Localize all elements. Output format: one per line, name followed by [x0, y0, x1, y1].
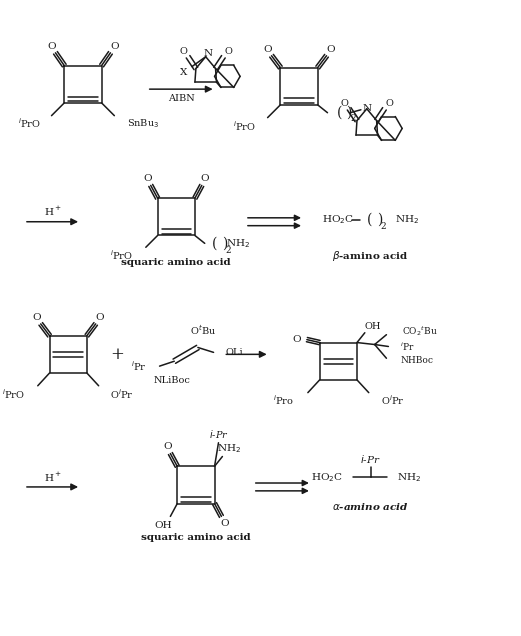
Text: OH: OH: [364, 322, 381, 331]
Text: squaric amino acid: squaric amino acid: [121, 258, 231, 268]
Text: X: X: [180, 68, 188, 77]
Text: H$^+$: H$^+$: [44, 205, 61, 219]
Text: $^i$PrO: $^i$PrO: [18, 116, 41, 130]
Text: O: O: [386, 99, 393, 108]
Text: N: N: [362, 104, 371, 113]
Text: O: O: [263, 45, 272, 54]
Text: O: O: [220, 519, 229, 528]
Text: $i$-Pr: $i$-Pr: [361, 453, 381, 466]
Text: 2: 2: [350, 114, 356, 123]
Text: $^i$Pr: $^i$Pr: [131, 359, 147, 373]
Text: O$^i$Pr: O$^i$Pr: [110, 387, 134, 401]
Text: N: N: [203, 49, 212, 59]
Text: ): ): [346, 106, 352, 120]
Text: O: O: [143, 174, 152, 183]
Text: NLiBoc: NLiBoc: [154, 377, 191, 385]
Text: NH$_2$: NH$_2$: [397, 471, 421, 483]
Text: O: O: [225, 47, 232, 57]
Text: O: O: [32, 314, 41, 322]
Text: OLi: OLi: [226, 348, 243, 357]
Text: +: +: [110, 346, 124, 363]
Text: O: O: [163, 442, 172, 451]
Text: O: O: [110, 43, 119, 52]
Text: (: (: [367, 213, 373, 227]
Text: AIBN: AIBN: [168, 95, 194, 104]
Text: $^i$Pr: $^i$Pr: [400, 340, 415, 353]
Text: CO$_2$$^t$Bu: CO$_2$$^t$Bu: [402, 324, 438, 338]
Text: NHBoc: NHBoc: [400, 356, 433, 364]
Text: $\alpha$-amino acid: $\alpha$-amino acid: [332, 501, 409, 512]
Text: SnBu$_3$: SnBu$_3$: [127, 117, 159, 130]
Text: $^i$PrO: $^i$PrO: [233, 120, 256, 134]
Text: HO$_2$C: HO$_2$C: [312, 471, 343, 483]
Text: $^i$Pro: $^i$Pro: [273, 394, 294, 408]
Text: 2: 2: [381, 222, 386, 231]
Text: $^i$PrO: $^i$PrO: [110, 248, 133, 262]
Text: H$^+$: H$^+$: [44, 471, 61, 483]
Text: O: O: [179, 47, 187, 57]
Text: OH: OH: [155, 521, 172, 530]
Text: O: O: [47, 43, 56, 52]
Text: O: O: [326, 45, 335, 54]
Text: O$^t$Bu: O$^t$Bu: [190, 323, 216, 336]
Text: NH$_2$: NH$_2$: [226, 237, 250, 250]
Text: O: O: [201, 174, 209, 183]
Text: squaric amino acid: squaric amino acid: [141, 532, 251, 541]
Text: (: (: [212, 237, 217, 251]
Text: O: O: [292, 335, 301, 344]
Text: ): ): [222, 237, 227, 251]
Text: 2: 2: [226, 245, 231, 255]
Text: NH$_2$: NH$_2$: [395, 214, 419, 226]
Text: ): ): [377, 213, 382, 227]
Text: O$^i$Pr: O$^i$Pr: [380, 394, 404, 408]
Text: $\beta$-amino acid: $\beta$-amino acid: [332, 249, 409, 263]
Text: $i$-Pr: $i$-Pr: [208, 428, 228, 440]
Text: NH$_2$: NH$_2$: [217, 442, 241, 455]
Text: O: O: [95, 314, 104, 322]
Text: (: (: [337, 106, 342, 120]
Text: HO$_2$C: HO$_2$C: [321, 214, 354, 226]
Text: $^i$PrO: $^i$PrO: [2, 387, 25, 401]
Text: O: O: [340, 99, 348, 108]
